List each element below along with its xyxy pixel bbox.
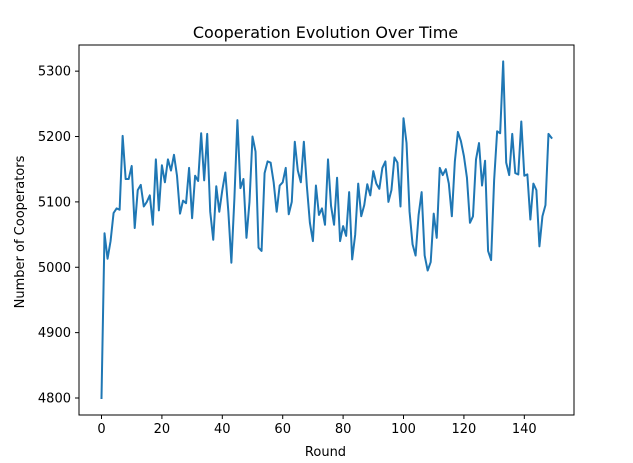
y-tick-label: 5300 — [38, 65, 71, 80]
plot-area: 0 20 40 60 80 100 120 140 4800 4900 5000 5100 5200 53… — [38, 44, 575, 437]
y-tick-label: 5100 — [38, 195, 71, 210]
y-tick-label: 5200 — [38, 130, 71, 145]
x-tick-label: 40 — [214, 422, 231, 437]
x-tick-label: 100 — [391, 422, 416, 437]
y-tick-label: 4800 — [38, 392, 71, 407]
x-tick-label: 120 — [452, 422, 477, 437]
series-line-0 — [100, 60, 553, 400]
x-tick-label: 60 — [274, 422, 291, 437]
x-tick-label: 140 — [512, 422, 537, 437]
x-tick-label: 0 — [97, 422, 105, 437]
chart-title: Cooperation Evolution Over Time — [193, 23, 458, 42]
y-tick-label: 4900 — [38, 326, 71, 341]
x-tick-label: 20 — [154, 422, 171, 437]
x-tick-label: 80 — [335, 422, 352, 437]
x-axis-label: Round — [305, 445, 346, 460]
y-tick-label: 5000 — [38, 261, 71, 276]
plot-frame — [78, 44, 575, 416]
y-axis-label: Number of Cooperators — [13, 155, 28, 308]
